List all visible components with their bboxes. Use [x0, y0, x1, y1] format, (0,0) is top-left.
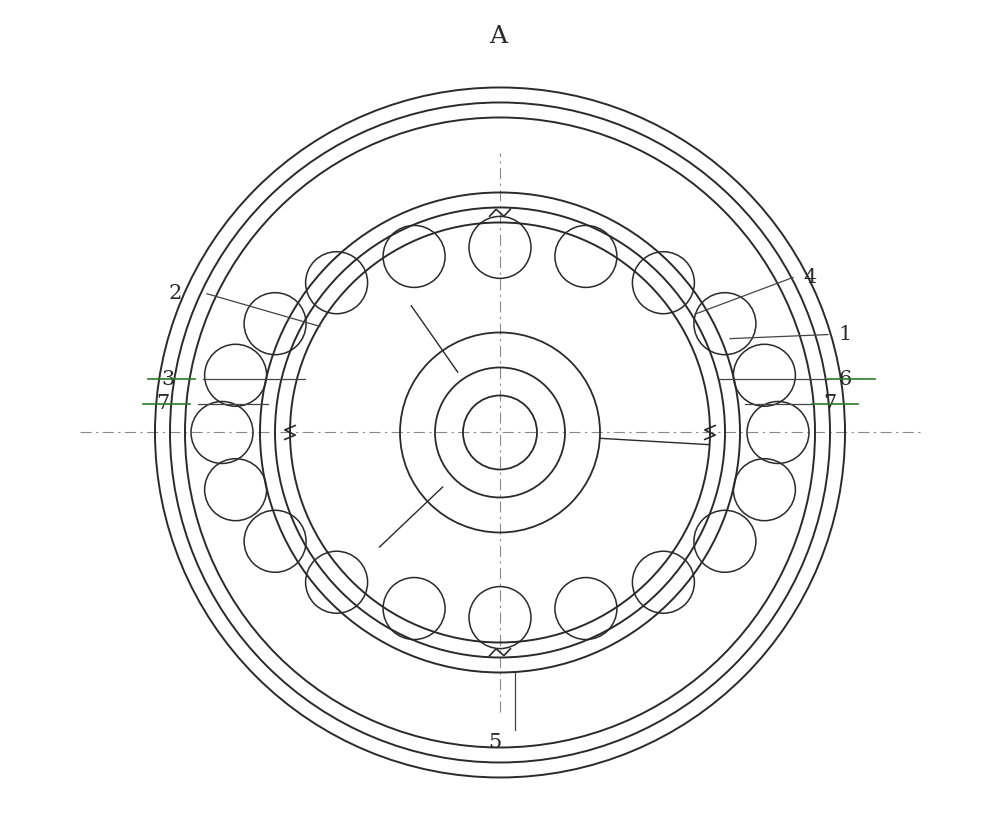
- Text: 1: 1: [838, 325, 852, 344]
- Text: 3: 3: [161, 370, 175, 389]
- Text: A: A: [489, 25, 507, 48]
- Text: 5: 5: [488, 733, 502, 752]
- Text: 4: 4: [803, 268, 817, 287]
- Text: 2: 2: [168, 284, 182, 304]
- Text: 7: 7: [823, 394, 837, 414]
- Text: 6: 6: [838, 370, 852, 389]
- Text: 7: 7: [156, 394, 170, 414]
